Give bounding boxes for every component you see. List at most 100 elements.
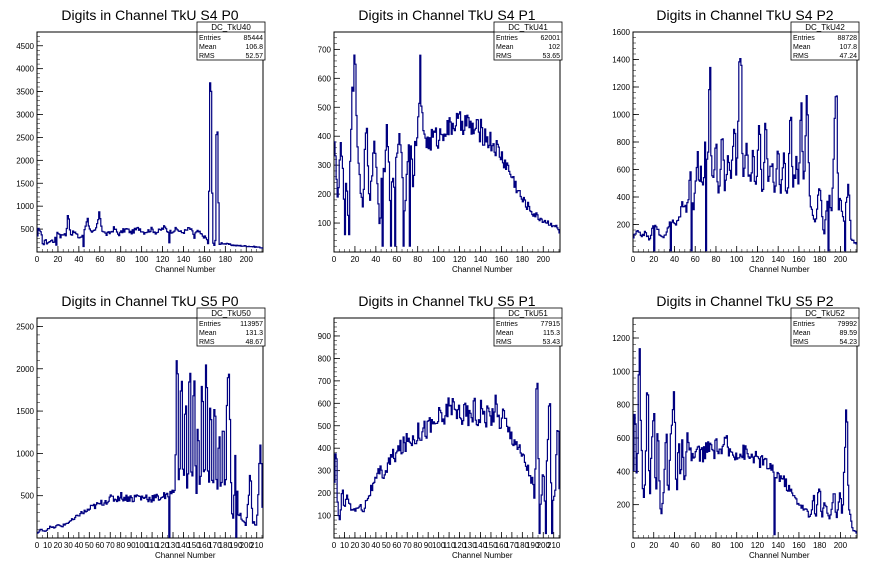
stats-box [196,21,266,61]
x-tick-label: 70 [106,541,115,550]
histogram-panel: Digits in Channel TkU S5 P10 10 20 30 40 50 60… [318,293,563,560]
x-tick-label: 20 [649,541,658,550]
y-tick-label: 500 [318,422,332,431]
x-tick-label: 140 [177,255,191,264]
y-tick-label: 500 [21,492,35,501]
plot-frame [632,317,858,539]
stats-value: 54.23 [839,339,857,346]
x-tick-label: 170 [208,541,222,550]
x-tick-label: 200 [240,255,254,264]
x-tick-label: 200 [240,541,254,550]
x-tick-label: 190 [229,541,243,550]
stats-name: DC_TkU41 [508,23,548,32]
histogram-panel: Digits in Channel TkU S4 P2 0 20 40 60 80 100 1… [612,7,860,274]
x-axis-label: Channel Number [452,551,513,560]
x-tick-label: 140 [474,255,488,264]
y-tick-label: 200 [617,501,631,510]
stats-value: 79992 [838,321,858,328]
y-tick-label: 4500 [16,42,34,51]
x-tick-label: 200 [834,255,848,264]
stats-value: 89.59 [839,330,857,337]
y-tick-label: 100 [318,219,332,228]
stats-label: RMS [496,53,512,60]
x-tick-label: 150 [187,541,201,550]
x-tick-label: 0 [35,255,40,264]
x-tick-label: 120 [453,255,467,264]
panel-title: Digits in Channel TkU S5 P2 [656,293,833,309]
stats-name: DC_TkU40 [211,23,251,32]
histogram-panel: Digits in Channel TkU S5 P0 0 10 20 30 40 50 60… [16,293,266,560]
plot-frame [36,317,264,539]
x-tick-label: 200 [537,255,551,264]
y-tick-label: 1200 [612,334,630,343]
x-tick-label: 180 [813,255,827,264]
x-tick-label: 100 [432,541,446,550]
y-tick-label: 1200 [612,83,630,92]
stats-label: Mean [496,44,514,51]
y-tick-label: 300 [318,161,332,170]
x-tick-label: 40 [74,541,83,550]
x-tick-label: 30 [64,541,73,550]
stats-name: DC_TkU52 [805,309,845,318]
stats-label: Mean [199,44,217,51]
y-tick-label: 1000 [612,367,630,376]
x-tick-label: 100 [730,255,744,264]
panel-title: Digits in Channel TkU S4 P1 [358,7,535,23]
x-tick-label: 120 [751,541,765,550]
y-tick-label: 3500 [16,88,34,97]
stats-label: Mean [199,330,217,337]
stats-value: 85444 [244,35,264,42]
x-tick-label: 60 [392,255,401,264]
y-tick-label: 1000 [16,202,34,211]
x-tick-label: 160 [495,541,509,550]
stats-value: 47.24 [839,53,857,60]
stats-label: Entries [793,35,815,42]
stats-label: Mean [793,44,811,51]
stats-box [790,21,860,61]
panel-title: Digits in Channel TkU S5 P1 [358,293,535,309]
stats-box [493,307,563,347]
stats-value: 106.8 [245,44,263,51]
y-tick-label: 500 [318,103,332,112]
stats-value: 115.3 [543,330,560,337]
x-tick-label: 60 [691,255,700,264]
stats-box [790,307,860,347]
y-tick-label: 400 [318,132,332,141]
x-tick-label: 200 [537,541,551,550]
y-tick-label: 1000 [612,111,630,120]
plot-frame [36,31,264,253]
histogram-series [334,54,560,247]
x-tick-label: 60 [691,541,700,550]
histogram-series [37,360,263,538]
x-tick-label: 100 [432,255,446,264]
y-tick-label: 800 [617,401,631,410]
x-tick-label: 80 [413,541,422,550]
y-tick-label: 200 [318,190,332,199]
x-tick-label: 0 [332,255,337,264]
x-tick-label: 30 [361,541,370,550]
x-tick-label: 160 [792,255,806,264]
x-tick-label: 40 [670,541,679,550]
y-tick-label: 400 [617,193,631,202]
x-tick-label: 40 [74,255,83,264]
x-tick-label: 120 [751,255,765,264]
x-tick-label: 20 [350,541,359,550]
x-tick-label: 110 [146,541,159,550]
y-tick-label: 700 [318,377,332,386]
y-tick-label: 300 [318,467,332,476]
x-tick-label: 160 [198,255,212,264]
x-tick-label: 190 [526,541,540,550]
stats-box [493,21,563,61]
stats-label: Mean [793,330,811,337]
histogram-panel: Digits in Channel TkU S5 P2 0 20 40 60 80 100 1… [612,293,860,560]
x-axis-label: Channel Number [749,265,810,274]
x-tick-label: 140 [177,541,191,550]
stats-value: 102 [548,44,560,51]
y-tick-label: 200 [617,221,631,230]
x-tick-label: 120 [156,541,170,550]
stats-value: 131.3 [245,330,263,337]
x-tick-label: 70 [403,541,412,550]
x-tick-label: 0 [35,541,40,550]
x-tick-label: 150 [484,541,498,550]
x-tick-label: 100 [730,541,744,550]
